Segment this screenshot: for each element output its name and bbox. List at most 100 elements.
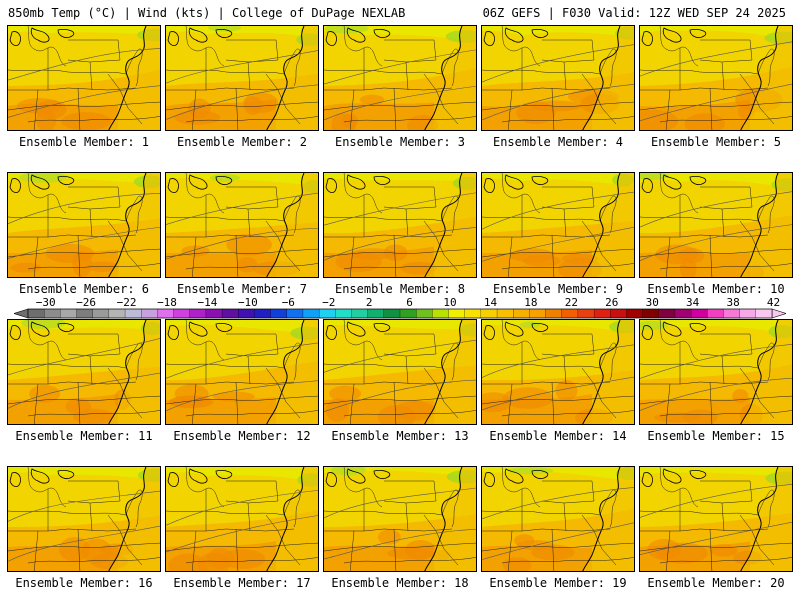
temperature-map (640, 173, 792, 277)
ensemble-map-panel (323, 172, 477, 278)
temperature-map (482, 320, 634, 424)
ensemble-member-label: Ensemble Member: 9 (492, 282, 624, 296)
colorbar-swatch (561, 308, 579, 319)
colorbar-high-arrow (771, 308, 786, 319)
colorbar-tick-label: 30 (646, 296, 659, 309)
colorbar-swatch (610, 308, 627, 319)
colorbar-swatch (577, 308, 595, 319)
temperature-map (324, 26, 476, 130)
colorbar-swatch (92, 308, 110, 319)
ensemble-map-panel (639, 466, 793, 572)
colorbar-tick-label: −10 (238, 296, 258, 309)
ensemble-map-panel (323, 319, 477, 425)
ensemble-map-panel (7, 466, 161, 572)
colorbar-swatch (739, 308, 757, 319)
temperature-map (8, 467, 160, 571)
ensemble-map-panel (165, 172, 319, 278)
colorbar-tick-label: −22 (117, 296, 137, 309)
colorbar-tick-label: −26 (76, 296, 96, 309)
colorbar-tick-label: −30 (36, 296, 56, 309)
colorbar-tick-label: −6 (282, 296, 295, 309)
colorbar-tick-label: −18 (157, 296, 177, 309)
ensemble-member-label: Ensemble Member: 1 (18, 135, 150, 149)
colorbar-swatch (335, 308, 352, 319)
ensemble-member-label: Ensemble Member: 15 (647, 429, 785, 443)
ensemble-member-label: Ensemble Member: 14 (489, 429, 627, 443)
temperature-map (482, 467, 634, 571)
colorbar-swatch (318, 308, 336, 319)
temperature-map (324, 467, 476, 571)
temperature-map (166, 26, 318, 130)
temperature-map (166, 467, 318, 571)
temperature-colorbar: −30 −26 −22 −18 −14 −10 −6 −2 2 6 10 14 18 22 26 30 34 38… (14, 296, 786, 324)
colorbar-swatch (205, 308, 223, 319)
temperature-map (640, 467, 792, 571)
ensemble-map-panel (639, 319, 793, 425)
ensemble-map-panel (7, 172, 161, 278)
colorbar-swatch (399, 308, 417, 319)
colorbar-swatch (108, 308, 126, 319)
ensemble-map-panel (639, 172, 793, 278)
colorbar-swatch (674, 308, 692, 319)
colorbar-swatch (513, 308, 530, 319)
temperature-map (8, 173, 160, 277)
colorbar-swatch (480, 308, 498, 319)
colorbar-swatch (416, 308, 433, 319)
model-run-info: 06Z GEFS | F030 Valid: 12Z WED SEP 24 20… (482, 6, 786, 20)
ensemble-map-panel (165, 319, 319, 425)
ensemble-map-panel (481, 172, 635, 278)
temperature-map (482, 173, 634, 277)
colorbar-tick-label: −2 (322, 296, 335, 309)
colorbar-tick-label: 22 (565, 296, 578, 309)
colorbar-swatch (690, 308, 708, 319)
colorbar-tick-label: 2 (366, 296, 373, 309)
ensemble-member-label: Ensemble Member: 20 (647, 576, 785, 590)
ensemble-map-panel (165, 466, 319, 572)
colorbar-swatch (464, 308, 482, 319)
colorbar-tick-label: 10 (443, 296, 456, 309)
colorbar-swatch (238, 308, 255, 319)
colorbar-tick-label: 42 (767, 296, 780, 309)
colorbar-swatch (302, 308, 320, 319)
ensemble-map-panel (7, 25, 161, 131)
colorbar-swatch (173, 308, 191, 319)
ensemble-member-label: Ensemble Member: 19 (489, 576, 627, 590)
colorbar-swatch (351, 308, 369, 319)
colorbar-swatch (448, 308, 466, 319)
temperature-map (324, 320, 476, 424)
colorbar-swatch (60, 308, 77, 319)
colorbar-tick-label: 6 (406, 296, 413, 309)
ensemble-map-panel (481, 25, 635, 131)
ensemble-member-label: Ensemble Member: 5 (650, 135, 782, 149)
colorbar-swatch (124, 308, 142, 319)
ensemble-map-panel (323, 25, 477, 131)
ensemble-member-label: Ensemble Member: 6 (18, 282, 150, 296)
colorbar-swatch (432, 308, 449, 319)
temperature-map (324, 173, 476, 277)
ensemble-member-label: Ensemble Member: 2 (176, 135, 308, 149)
temperature-map (8, 26, 160, 130)
temperature-map (482, 26, 634, 130)
temperature-map (166, 320, 318, 424)
colorbar-swatch (27, 308, 45, 319)
colorbar-tick-label: −14 (198, 296, 218, 309)
ensemble-member-label: Ensemble Member: 10 (647, 282, 785, 296)
ensemble-member-label: Ensemble Member: 13 (331, 429, 469, 443)
colorbar-tick-label: 26 (605, 296, 618, 309)
colorbar-swatch (529, 308, 547, 319)
colorbar-swatch (626, 308, 644, 319)
colorbar-swatch (755, 308, 773, 319)
colorbar-swatch (254, 308, 272, 319)
colorbar-swatch (367, 308, 385, 319)
ensemble-member-label: Ensemble Member: 7 (176, 282, 308, 296)
ensemble-member-label: Ensemble Member: 18 (331, 576, 469, 590)
ensemble-member-label: Ensemble Member: 8 (334, 282, 466, 296)
colorbar-tick-label: 14 (484, 296, 498, 309)
ensemble-map-panel (165, 25, 319, 131)
temperature-map (640, 26, 792, 130)
temperature-map (8, 320, 160, 424)
ensemble-member-label: Ensemble Member: 3 (334, 135, 466, 149)
ensemble-member-label: Ensemble Member: 16 (15, 576, 153, 590)
colorbar-tick-label: 34 (686, 296, 700, 309)
colorbar-swatch (496, 308, 514, 319)
